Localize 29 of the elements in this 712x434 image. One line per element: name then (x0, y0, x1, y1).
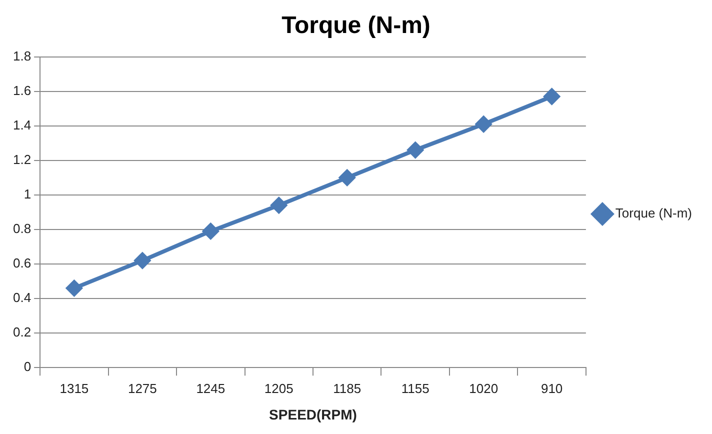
x-tick-label: 1185 (333, 380, 362, 396)
point (270, 197, 287, 214)
y-tick-label: 1.6 (12, 82, 32, 98)
y-tick-label: 0.6 (12, 256, 32, 271)
x-tick-label: 1205 (264, 380, 294, 396)
x-tick-label: 1315 (60, 380, 89, 396)
x-tick-label: 1275 (128, 380, 157, 396)
point (339, 170, 356, 186)
x-tick-label: 1155 (401, 380, 430, 396)
y-tick-label: 0.8 (12, 221, 32, 236)
y-tick-label: 1.8 (12, 48, 32, 64)
x-tick-label: 1020 (469, 380, 498, 396)
point (134, 252, 150, 269)
legend-label: Torque (N-m) (615, 206, 692, 221)
point (202, 223, 219, 240)
point (544, 88, 560, 105)
y-tick-label: 0 (24, 359, 32, 374)
y-tick-label: 1.4 (12, 117, 32, 132)
chart-title: Torque (N-m) (282, 12, 430, 40)
x-tick-label: 1245 (196, 380, 226, 396)
point (66, 280, 82, 296)
x-tick-label: 910 (540, 380, 563, 396)
y-tick-label: 1.2 (12, 152, 32, 167)
point (407, 142, 424, 158)
y-tick-label: 0.4 (12, 290, 32, 306)
x-axis-title: SPEED(RPM) (269, 406, 357, 422)
point (476, 116, 492, 132)
y-tick-label: 1 (24, 186, 32, 202)
y-tick-label: 0.2 (12, 324, 32, 340)
